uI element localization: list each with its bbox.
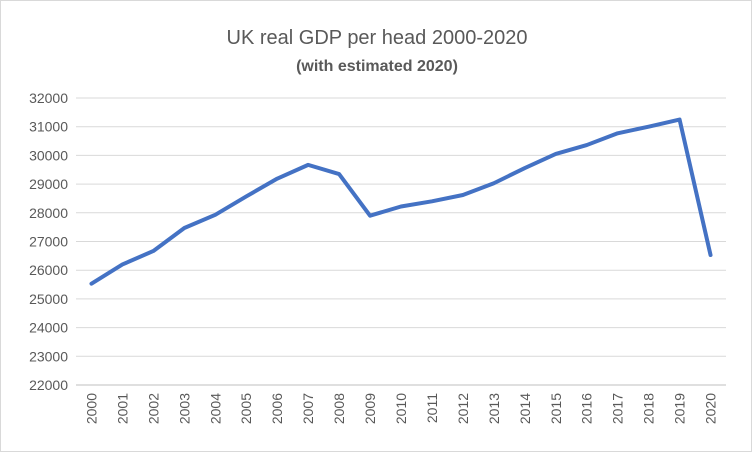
- y-tick-label: 28000: [29, 205, 68, 221]
- x-tick-label: 2008: [331, 393, 347, 424]
- x-tick-label: 2017: [610, 393, 626, 424]
- y-tick-label: 30000: [29, 147, 68, 163]
- y-tick-label: 32000: [29, 90, 68, 106]
- x-tick-label: 2002: [145, 393, 161, 424]
- y-tick-label: 23000: [29, 348, 68, 364]
- x-tick-label: 2003: [176, 393, 192, 424]
- y-tick-label: 25000: [29, 291, 68, 307]
- x-tick-label: 2010: [393, 393, 409, 424]
- series-line: [91, 120, 710, 284]
- x-tick-label: 2005: [238, 393, 254, 424]
- x-tick-label: 2020: [703, 393, 719, 424]
- x-tick-label: 2018: [641, 393, 657, 424]
- x-tick-label: 2014: [517, 393, 533, 424]
- x-tick-label: 2019: [672, 393, 688, 424]
- x-tick-label: 2001: [114, 393, 130, 424]
- x-tick-label: 2011: [424, 393, 440, 423]
- y-tick-label: 24000: [29, 320, 68, 336]
- x-tick-label: 2013: [486, 393, 502, 424]
- x-tick-label: 2015: [548, 393, 564, 424]
- y-tick-label: 29000: [29, 176, 68, 192]
- y-tick-label: 31000: [29, 119, 68, 135]
- x-tick-label: 2007: [300, 393, 316, 424]
- x-tick-label: 2006: [269, 393, 285, 424]
- y-tick-label: 26000: [29, 262, 68, 278]
- x-tick-label: 2004: [207, 393, 223, 424]
- chart-title: UK real GDP per head 2000-2020: [227, 27, 528, 49]
- y-tick-label: 22000: [29, 377, 68, 393]
- x-tick-label: 2016: [579, 393, 595, 424]
- x-tick-label: 2000: [83, 393, 99, 424]
- x-tick-label: 2009: [362, 393, 378, 424]
- chart-subtitle: (with estimated 2020): [296, 58, 458, 75]
- y-tick-label: 27000: [29, 234, 68, 250]
- x-tick-label: 2012: [455, 393, 471, 424]
